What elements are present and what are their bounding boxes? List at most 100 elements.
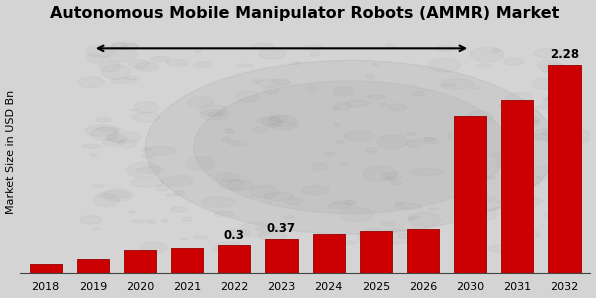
Ellipse shape — [126, 162, 160, 178]
Ellipse shape — [423, 138, 435, 141]
Ellipse shape — [312, 163, 327, 171]
Ellipse shape — [381, 250, 390, 253]
Ellipse shape — [228, 180, 254, 190]
Ellipse shape — [104, 189, 132, 201]
Ellipse shape — [161, 219, 169, 222]
Ellipse shape — [125, 76, 140, 80]
Ellipse shape — [162, 176, 193, 186]
Ellipse shape — [504, 121, 519, 124]
Ellipse shape — [529, 120, 538, 125]
Ellipse shape — [442, 83, 456, 86]
Ellipse shape — [252, 79, 260, 83]
Ellipse shape — [363, 166, 396, 181]
Ellipse shape — [306, 87, 318, 91]
Ellipse shape — [208, 112, 222, 117]
Bar — [265, 239, 297, 273]
Ellipse shape — [78, 77, 104, 88]
Ellipse shape — [142, 146, 176, 155]
Ellipse shape — [252, 127, 269, 132]
Title: Autonomous Mobile Manipulator Robots (AMMR) Market: Autonomous Mobile Manipulator Robots (AM… — [51, 6, 560, 21]
Ellipse shape — [488, 176, 496, 179]
Ellipse shape — [103, 138, 124, 146]
Ellipse shape — [429, 208, 439, 209]
Ellipse shape — [96, 127, 121, 132]
Ellipse shape — [491, 208, 502, 210]
Ellipse shape — [128, 211, 135, 213]
Ellipse shape — [440, 79, 474, 89]
Ellipse shape — [272, 79, 290, 85]
Ellipse shape — [545, 63, 564, 70]
Text: 0.3: 0.3 — [224, 229, 245, 242]
Ellipse shape — [408, 218, 415, 221]
Ellipse shape — [392, 181, 401, 185]
Ellipse shape — [542, 71, 550, 72]
Ellipse shape — [85, 125, 117, 136]
Ellipse shape — [473, 86, 481, 89]
Ellipse shape — [122, 44, 138, 49]
Ellipse shape — [286, 198, 302, 205]
Ellipse shape — [545, 214, 552, 217]
Ellipse shape — [151, 56, 170, 61]
Ellipse shape — [221, 137, 231, 142]
Ellipse shape — [395, 203, 421, 209]
Bar — [30, 264, 62, 273]
Ellipse shape — [534, 164, 567, 180]
Ellipse shape — [335, 140, 344, 143]
Ellipse shape — [538, 60, 561, 71]
Ellipse shape — [381, 222, 396, 226]
Ellipse shape — [99, 61, 120, 72]
Ellipse shape — [250, 185, 279, 198]
Ellipse shape — [358, 229, 392, 246]
Ellipse shape — [107, 134, 126, 142]
Ellipse shape — [185, 157, 215, 170]
Ellipse shape — [304, 45, 324, 50]
Ellipse shape — [412, 91, 424, 96]
Ellipse shape — [284, 216, 294, 218]
Ellipse shape — [108, 131, 141, 143]
Ellipse shape — [194, 81, 508, 214]
Ellipse shape — [410, 216, 421, 218]
Ellipse shape — [519, 152, 528, 156]
Ellipse shape — [166, 194, 176, 196]
Bar — [313, 235, 344, 273]
Ellipse shape — [269, 115, 288, 122]
Ellipse shape — [263, 87, 278, 94]
Ellipse shape — [131, 109, 138, 111]
Ellipse shape — [554, 72, 568, 77]
Ellipse shape — [240, 222, 272, 237]
Ellipse shape — [333, 201, 342, 204]
Ellipse shape — [175, 191, 185, 196]
Ellipse shape — [225, 130, 235, 133]
Ellipse shape — [382, 172, 401, 180]
Ellipse shape — [380, 103, 386, 106]
Ellipse shape — [268, 115, 298, 130]
Ellipse shape — [166, 59, 188, 66]
Ellipse shape — [214, 246, 238, 251]
Ellipse shape — [429, 58, 460, 72]
Ellipse shape — [145, 148, 151, 151]
Ellipse shape — [264, 192, 294, 201]
Ellipse shape — [80, 215, 101, 224]
Ellipse shape — [101, 65, 131, 79]
Ellipse shape — [501, 185, 511, 189]
Ellipse shape — [146, 220, 156, 224]
Ellipse shape — [342, 163, 348, 164]
Ellipse shape — [333, 87, 354, 96]
Ellipse shape — [467, 111, 493, 122]
Ellipse shape — [346, 100, 370, 107]
Ellipse shape — [92, 184, 104, 187]
Ellipse shape — [459, 236, 475, 240]
Ellipse shape — [200, 110, 229, 120]
Ellipse shape — [388, 104, 406, 111]
Ellipse shape — [471, 147, 480, 150]
Ellipse shape — [180, 238, 188, 240]
Ellipse shape — [136, 167, 165, 173]
Ellipse shape — [470, 195, 488, 198]
Ellipse shape — [533, 78, 557, 89]
Ellipse shape — [517, 181, 533, 184]
Ellipse shape — [522, 176, 542, 185]
Ellipse shape — [458, 212, 473, 216]
Ellipse shape — [381, 229, 412, 244]
Ellipse shape — [523, 118, 538, 123]
Ellipse shape — [182, 217, 193, 221]
